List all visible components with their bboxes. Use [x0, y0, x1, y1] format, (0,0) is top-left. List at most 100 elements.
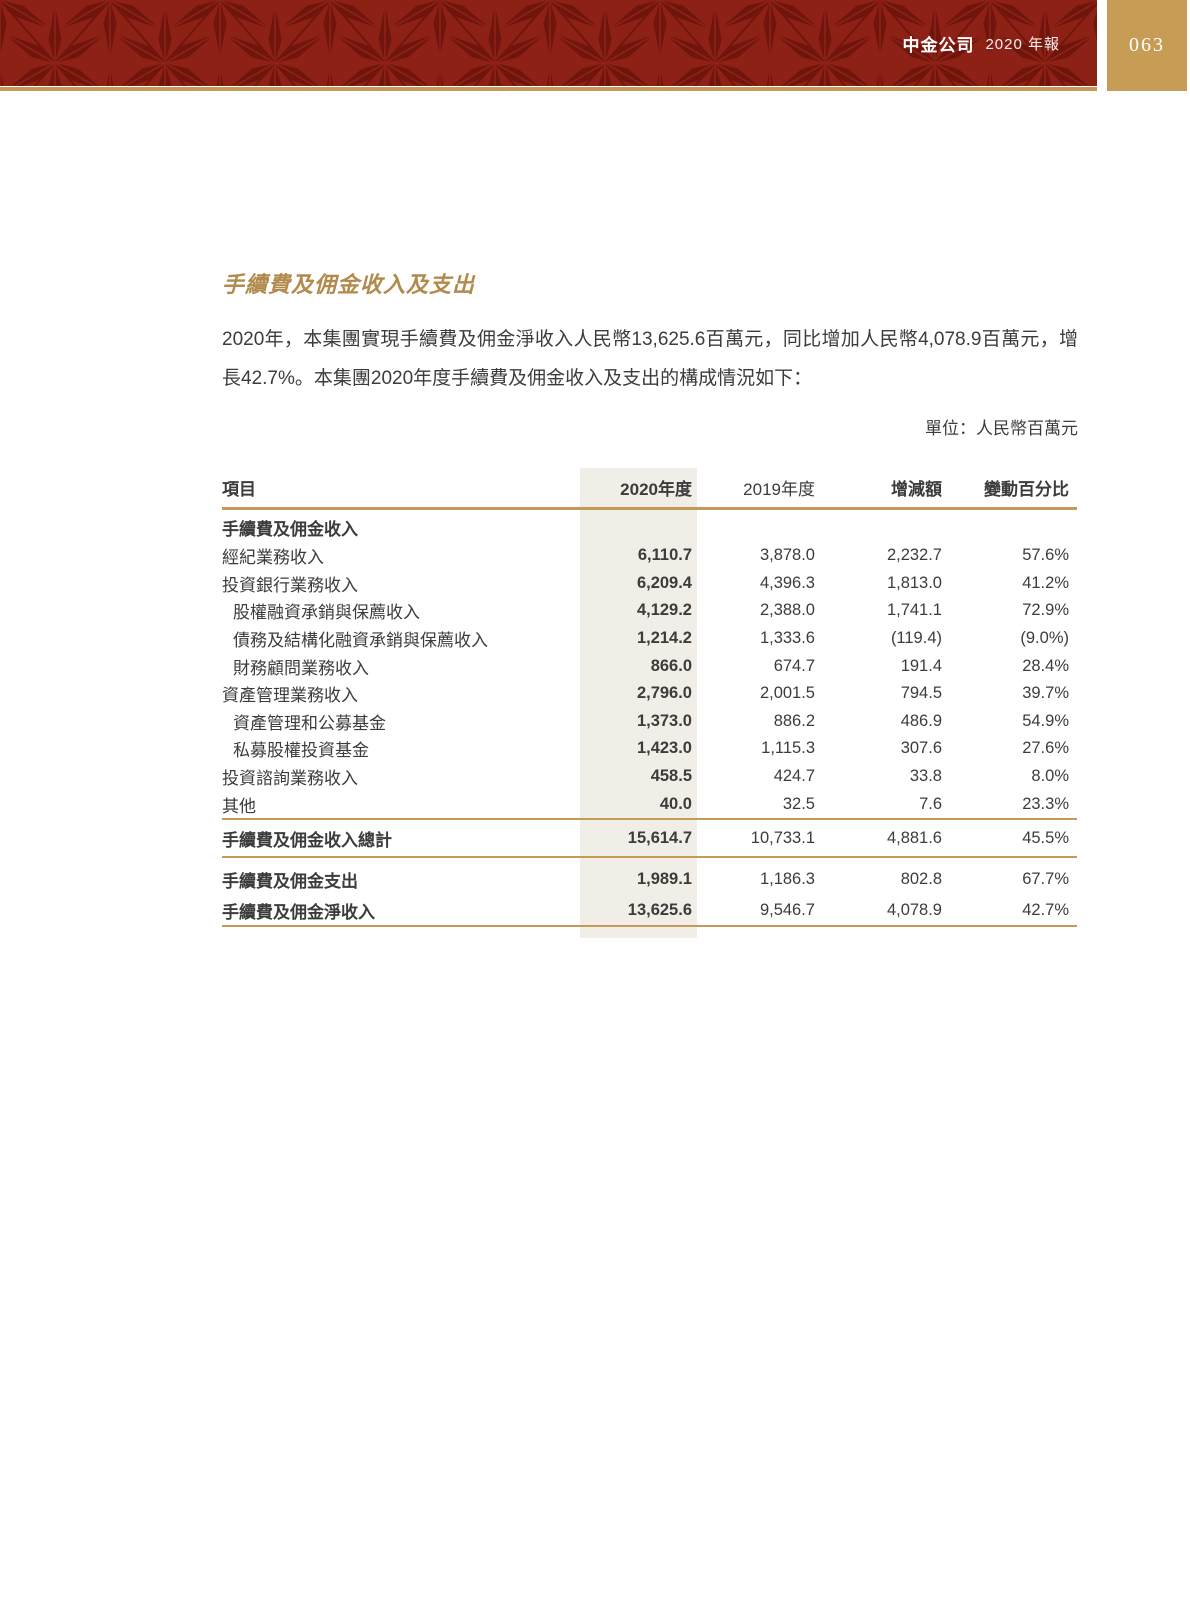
row-label: 手續費及佣金收入總計 — [222, 830, 392, 850]
table-cell: 2,232.7 — [886, 545, 942, 564]
table-cell: 2,796.0 — [636, 684, 692, 703]
row-label: 資產管理和公募基金 — [233, 713, 386, 733]
table-row: 手續費及佣金支出 1,989.1 1,186.3 802.8 67.7% — [222, 858, 1077, 896]
table-cell: 1,115.3 — [761, 739, 815, 758]
table-row: 手續費及佣金收入總計 15,614.7 10,733.1 4,881.6 45.5% — [222, 818, 1077, 859]
table-body: 手續費及佣金收入 經紀業務收入 6,110.7 3,878.0 2,232.7 57.6%… — [222, 510, 1077, 928]
header-rule — [0, 87, 1097, 91]
fee-commission-table: 項目 2020年度 2019年度 增減額 變動百分比 手續費及佣金收入 經紀業務收入 6,1… — [222, 468, 1077, 938]
column-header: 2020年度 — [620, 480, 692, 499]
table-row: 手續費及佣金淨收入 13,625.6 9,546.7 4,078.9 42.7% — [222, 896, 1077, 928]
table-cell: 2,001.5 — [759, 684, 815, 703]
intro-paragraph: 2020年，本集團實現手續費及佣金淨收入人民幣13,625.6百萬元，同比增加人… — [222, 329, 1078, 389]
table-cell: 40.0 — [659, 794, 692, 813]
table-cell: 1,214.2 — [636, 628, 692, 647]
row-label: 私募股權投資基金 — [233, 741, 369, 761]
banner-caption: 中金公司 2020 年報 — [0, 0, 1097, 86]
table-cell: 307.6 — [900, 739, 942, 758]
row-label: 投資諮詢業務收入 — [222, 769, 358, 789]
table-cell: 886.2 — [773, 711, 815, 730]
section-title: 手續費及佣金收入及支出 — [222, 272, 476, 297]
table-cell: 1,423.0 — [636, 739, 692, 758]
table-cell: 424.7 — [773, 767, 815, 786]
table-cell: 42.7% — [1022, 901, 1069, 920]
company-name: 中金公司 — [902, 35, 975, 55]
row-label: 手續費及佣金收入 — [222, 520, 358, 540]
report-edition: 2020 年報 — [985, 35, 1060, 53]
table-cell: 7.6 — [919, 794, 942, 813]
table-cell: 6,110.7 — [637, 545, 692, 564]
table-row: 債務及結構化融資承銷與保薦收入 1,214.2 1,333.6 (119.4) (9.0… — [222, 625, 1077, 653]
table-row: 其他 40.0 32.5 7.6 23.3% — [222, 790, 1077, 818]
table-cell: 191.4 — [900, 656, 942, 675]
table-cell: 32.5 — [782, 794, 815, 813]
table-cell: 1,741.1 — [886, 601, 942, 620]
page-number: 063 — [1129, 34, 1165, 56]
table-row: 手續費及佣金收入 — [222, 514, 1077, 542]
table-cell: 4,881.6 — [886, 828, 942, 847]
table-cell: 23.3% — [1022, 794, 1069, 813]
table-row: 投資諮詢業務收入 458.5 424.7 33.8 8.0% — [222, 763, 1077, 791]
table-cell: 1,333.6 — [759, 628, 815, 647]
table-cell: 10,733.1 — [750, 828, 815, 847]
table-cell: 4,078.9 — [886, 901, 942, 920]
table-cell: 674.7 — [773, 656, 815, 675]
table-row: 資產管理業務收入 2,796.0 2,001.5 794.5 39.7% — [222, 680, 1077, 708]
table-cell: 1,989.1 — [636, 869, 692, 888]
table-cell: 9,546.7 — [759, 901, 815, 920]
table-cell: 4,129.2 — [636, 601, 692, 620]
table-cell: 458.5 — [650, 767, 692, 786]
table-cell: 1,373.0 — [636, 711, 692, 730]
table-cell: 33.8 — [909, 767, 942, 786]
column-header: 項目 — [222, 480, 256, 499]
column-header: 2019年度 — [743, 480, 815, 499]
table-cell: 72.9% — [1022, 601, 1069, 620]
row-label: 資產管理業務收入 — [222, 686, 358, 706]
page-number-box: 063 — [1107, 0, 1187, 91]
row-label: 股權融資承銷與保薦收入 — [233, 603, 420, 623]
row-label: 其他 — [222, 796, 256, 816]
table-cell: 27.6% — [1022, 739, 1069, 758]
table-cell: (9.0%) — [1020, 628, 1069, 647]
table-cell: 1,186.3 — [759, 869, 815, 888]
table-row: 投資銀行業務收入 6,209.4 4,396.3 1,813.0 41.2% — [222, 569, 1077, 597]
table-row: 資產管理和公募基金 1,373.0 886.2 486.9 54.9% — [222, 707, 1077, 735]
table-header-row: 項目 2020年度 2019年度 增減額 變動百分比 — [222, 468, 1077, 510]
table-cell: 41.2% — [1022, 573, 1069, 592]
table-cell: 28.4% — [1022, 656, 1069, 675]
table-cell: 1,813.0 — [886, 573, 942, 592]
table-cell: 6,209.4 — [636, 573, 692, 592]
table-cell: 8.0% — [1031, 767, 1069, 786]
table-row: 經紀業務收入 6,110.7 3,878.0 2,232.7 57.6% — [222, 542, 1077, 570]
table-cell: (119.4) — [890, 628, 942, 647]
row-label: 手續費及佣金支出 — [222, 871, 358, 891]
row-label: 投資銀行業務收入 — [222, 575, 358, 595]
row-label: 財務顧問業務收入 — [233, 658, 369, 678]
table-cell: 13,625.6 — [627, 901, 692, 920]
table-cell: 3,878.0 — [759, 545, 815, 564]
table-cell: 39.7% — [1022, 684, 1069, 703]
row-label: 手續費及佣金淨收入 — [222, 903, 375, 923]
table-cell: 15,614.7 — [627, 828, 692, 847]
row-label: 債務及結構化融資承銷與保薦收入 — [233, 630, 488, 650]
row-label: 經紀業務收入 — [222, 547, 324, 567]
banner-pattern-icon — [0, 0, 1097, 86]
table-cell: 486.9 — [900, 711, 942, 730]
table-row: 股權融資承銷與保薦收入 4,129.2 2,388.0 1,741.1 72.9% — [222, 597, 1077, 625]
column-header: 變動百分比 — [984, 480, 1069, 499]
table-cell: 794.5 — [900, 684, 942, 703]
year-2020-highlight-column — [580, 468, 697, 938]
table-cell: 4,396.3 — [759, 573, 815, 592]
table-cell: 866.0 — [650, 656, 692, 675]
unit-note: 單位：人民幣百萬元 — [925, 419, 1078, 438]
table-cell: 802.8 — [900, 869, 942, 888]
table-cell: 67.7% — [1022, 869, 1069, 888]
table-cell: 54.9% — [1022, 711, 1069, 730]
table-cell: 45.5% — [1022, 828, 1069, 847]
table-cell: 2,388.0 — [759, 601, 815, 620]
table-cell: 57.6% — [1022, 545, 1069, 564]
column-header: 增減額 — [891, 480, 942, 499]
header-banner: 中金公司 2020 年報 — [0, 0, 1097, 86]
table-row: 財務顧問業務收入 866.0 674.7 191.4 28.4% — [222, 652, 1077, 680]
